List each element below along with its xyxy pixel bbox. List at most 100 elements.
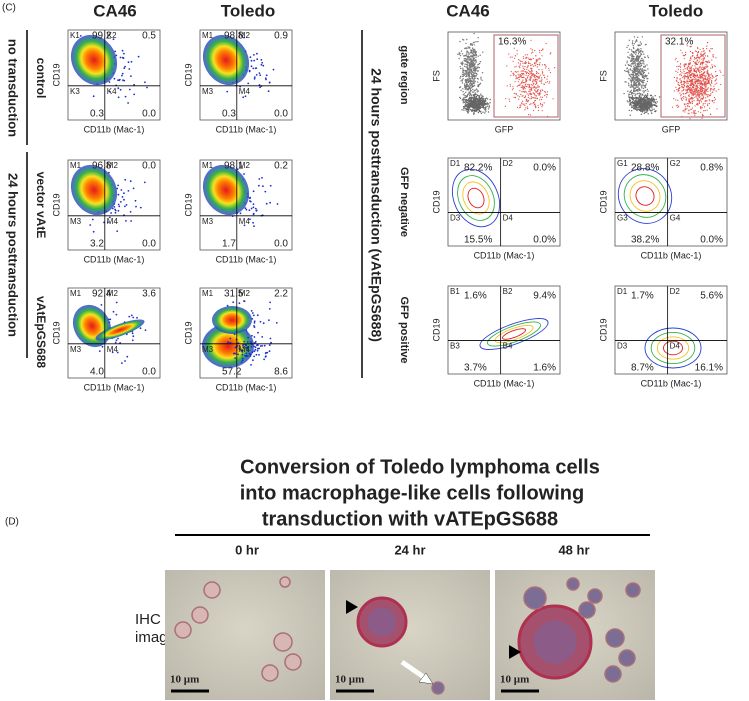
event-dot (684, 108, 687, 110)
event-dot (229, 341, 232, 344)
event-dot (697, 75, 699, 77)
event-dot (487, 108, 490, 110)
event-dot (694, 110, 696, 112)
event-dot (460, 62, 462, 65)
event-dot (626, 100, 628, 102)
event-dot (540, 49, 543, 52)
event-dot (522, 82, 525, 84)
event-dot (631, 73, 633, 76)
event-dot (644, 111, 646, 114)
event-dot (508, 98, 510, 100)
event-dot (539, 80, 541, 82)
event-dot (473, 84, 476, 87)
event-dot (701, 95, 703, 97)
event-dot (237, 353, 240, 356)
x-axis-label: GFP (662, 124, 681, 134)
event-dot (466, 68, 469, 70)
event-dot (696, 104, 698, 106)
quadrant-id: G2 (670, 159, 681, 168)
event-dot (631, 59, 633, 61)
event-dot (466, 38, 468, 41)
event-dot (633, 62, 635, 64)
event-dot (513, 47, 515, 49)
event-dot (109, 318, 112, 321)
event-dot (530, 67, 533, 69)
event-dot (462, 88, 464, 90)
event-dot (709, 61, 711, 64)
event-dot (533, 83, 535, 85)
event-dot (506, 65, 508, 67)
event-dot (462, 67, 464, 69)
event-dot (535, 83, 537, 85)
event-dot (253, 77, 256, 80)
event-dot (701, 88, 703, 90)
event-dot (523, 74, 525, 76)
event-dot (541, 77, 543, 79)
event-dot (468, 100, 470, 103)
event-dot (627, 56, 629, 58)
event-dot (639, 84, 641, 86)
event-dot (468, 47, 471, 49)
event-dot (470, 87, 473, 89)
event-dot (629, 100, 631, 102)
event-dot (693, 73, 696, 76)
event-dot (465, 73, 467, 75)
cell (284, 653, 302, 671)
event-dot (520, 70, 522, 72)
event-dot (269, 184, 272, 187)
event-dot (254, 346, 257, 349)
event-dot (544, 91, 546, 93)
event-dot (713, 102, 715, 104)
event-dot (699, 77, 701, 79)
event-dot (690, 84, 693, 86)
event-dot (705, 89, 707, 91)
quadrant-id: D3 (450, 214, 461, 223)
event-dot (700, 101, 703, 103)
event-dot (476, 109, 478, 111)
event-dot (631, 101, 634, 103)
event-dot (695, 70, 698, 72)
event-dot (641, 107, 644, 110)
event-dot (463, 107, 465, 110)
event-dot (520, 60, 522, 63)
quadrant-id: B2 (503, 287, 513, 296)
event-dot (530, 71, 532, 73)
micrograph (165, 570, 325, 700)
event-dot (632, 73, 634, 75)
event-dot (703, 74, 705, 76)
event-dot (529, 93, 531, 95)
cell (273, 632, 293, 652)
event-dot (700, 76, 702, 78)
event-dot (520, 86, 522, 88)
event-dot (693, 110, 695, 112)
event-dot (546, 91, 549, 93)
event-dot (629, 103, 631, 105)
event-dot (119, 342, 121, 344)
event-dot (465, 85, 467, 88)
event-dot (632, 77, 634, 79)
event-dot (475, 101, 477, 104)
event-dot (708, 60, 710, 62)
cell (587, 588, 603, 604)
event-dot (632, 45, 634, 47)
event-dot (636, 79, 638, 82)
event-dot (466, 88, 468, 90)
event-dot (466, 95, 468, 97)
event-dot (697, 99, 699, 101)
event-dot (241, 353, 244, 356)
event-dot (467, 46, 469, 48)
event-dot (519, 107, 521, 109)
event-dot (689, 57, 692, 60)
event-dot (531, 49, 534, 51)
event-dot (521, 102, 523, 104)
event-dot (538, 72, 540, 75)
event-dot (631, 50, 633, 53)
event-dot (682, 89, 684, 92)
event-dot (694, 79, 696, 81)
event-dot (536, 82, 538, 85)
event-dot (268, 344, 271, 346)
event-dot (693, 83, 695, 85)
event-dot (464, 99, 467, 102)
event-dot (465, 63, 468, 66)
event-dot (689, 102, 692, 104)
